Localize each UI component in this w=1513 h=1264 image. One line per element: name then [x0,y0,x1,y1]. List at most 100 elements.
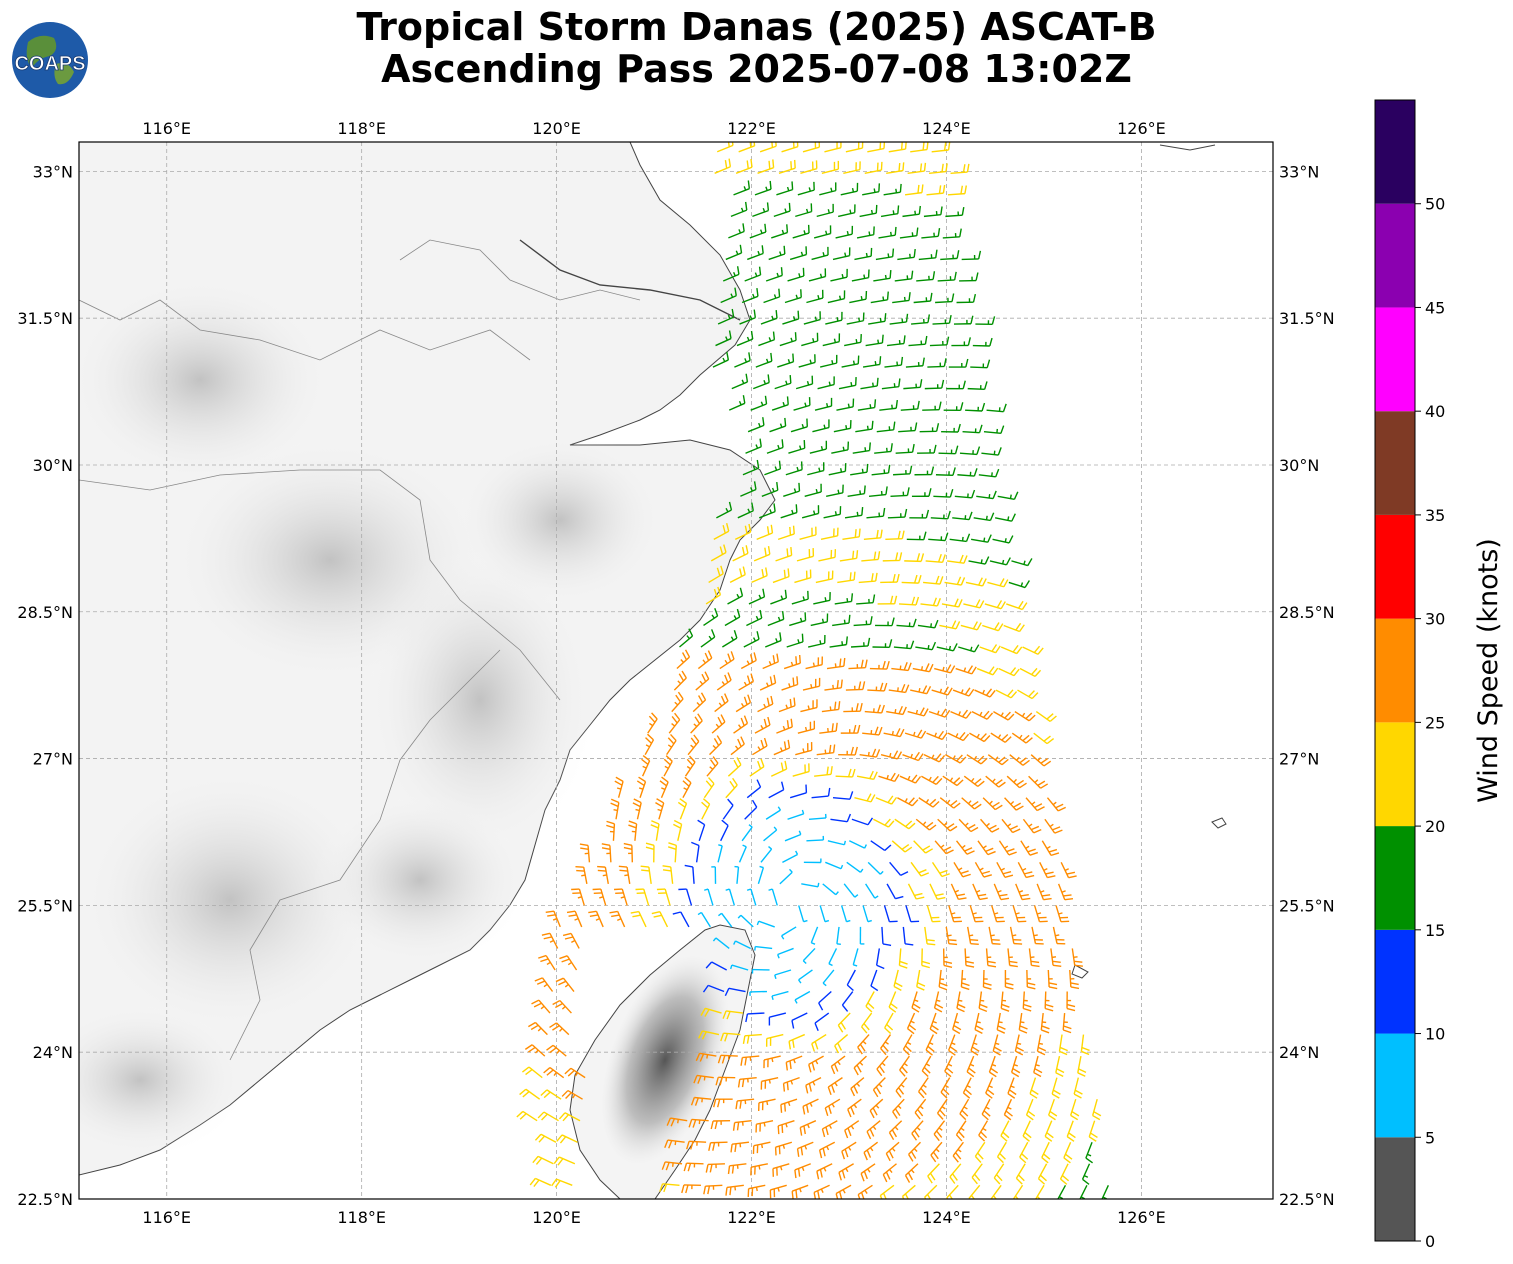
wind-barb [1019,1141,1029,1164]
wind-barb [824,679,843,691]
wind-barb [929,163,948,175]
wind-barb [828,948,838,967]
wind-barb [879,1184,895,1199]
wind-barb [857,399,877,411]
wind-barb [711,714,726,734]
wind-barb [540,1089,562,1100]
wind-barb [1033,905,1048,923]
wind-barb [947,1034,958,1056]
wind-barb [703,607,719,627]
title-line-1: Tropical Storm Danas (2025) ASCAT-B [356,5,1157,49]
wind-barb [735,694,752,713]
wind-barb [771,990,789,1001]
wind-barb [899,596,920,606]
wind-barb [730,1141,750,1153]
wind-barb [966,926,979,945]
wind-barb [862,905,872,923]
wind-barb [940,250,960,261]
wind-barb [800,160,818,174]
wind-barb [998,840,1017,856]
wind-barb [742,1033,762,1045]
wind-barb [865,334,884,347]
wind-barb [976,490,997,500]
colorbar-tick-label: 20 [1425,817,1445,836]
wind-barb [996,1141,1007,1164]
colorbar-bin [1375,1033,1415,1138]
wind-barb [963,775,985,787]
wind-barb [901,1184,916,1199]
lat-tick-left: 28.5°N [17,603,73,622]
wind-barb [1041,840,1060,857]
wind-barb [717,844,723,863]
wind-barb [618,865,631,884]
wind-barb [864,161,883,175]
island [1211,817,1227,829]
wind-barb [756,920,775,928]
wind-barb [763,1055,781,1069]
wind-barb [792,224,810,239]
wind-barb [905,357,925,368]
wind-barb [911,1120,924,1141]
colorbar-bin [1375,1137,1415,1241]
wind-barb [664,1139,685,1149]
wind-barb [601,843,612,863]
wind-barb [797,181,815,196]
wind-barb [819,722,838,734]
wind-barb [993,1163,1005,1185]
wind-barb [781,926,797,940]
wind-barb [970,359,991,369]
wind-barb [695,671,710,691]
wind-barb [789,246,808,261]
wind-barb [950,709,972,719]
wind-barb [1085,1141,1094,1164]
wind-barb [730,736,745,756]
wind-barb [881,378,901,390]
wind-barb [898,948,908,969]
wind-barb [849,840,868,849]
wind-barb [938,445,959,455]
wind-barb [706,756,719,777]
chart-title: Tropical Storm Danas (2025) ASCAT-B Asce… [0,6,1513,90]
wind-barb [835,225,854,239]
colorbar-tick-label: 5 [1425,1128,1435,1147]
wind-barb [725,244,743,261]
wind-barb [853,1055,867,1076]
wind-barb [902,205,922,218]
wind-barb [939,797,961,809]
wind-barb [750,1163,768,1176]
wind-barb [667,842,677,863]
wind-barb [930,1141,943,1163]
lat-tick-right: 30°N [1279,456,1319,475]
wind-barb [855,420,874,433]
wind-barb [771,224,789,239]
wind-barb [962,424,983,434]
wind-barb [953,861,971,878]
wind-barb [789,784,808,799]
wind-barb [702,984,725,993]
wind-barb [816,1163,833,1180]
wind-barb [924,1184,938,1199]
wind-barb [744,799,758,820]
wind-barb [736,330,754,347]
title-line-2: Ascending Pass 2025-07-08 13:02Z [381,47,1132,91]
wind-barb [727,757,742,777]
wind-barb [883,905,898,923]
wind-barb [836,926,841,945]
wind-barb [805,1077,822,1094]
wind-barb [720,287,737,304]
colorbar-tick-label: 15 [1425,921,1445,940]
wind-barb [575,865,588,884]
wind-barb [916,271,936,282]
wind-barb [826,484,844,497]
wind-barb [805,656,823,670]
wind-barb [844,1120,860,1139]
wind-barb [901,574,922,584]
wind-barb [1010,1055,1021,1078]
wind-barb [722,1010,744,1020]
wind-barb [993,710,1015,721]
wind-barb [749,990,767,996]
wind-barb [790,418,808,433]
wind-barb [715,1076,736,1086]
wind-barb [942,948,953,968]
wind-barb [1036,1034,1047,1056]
